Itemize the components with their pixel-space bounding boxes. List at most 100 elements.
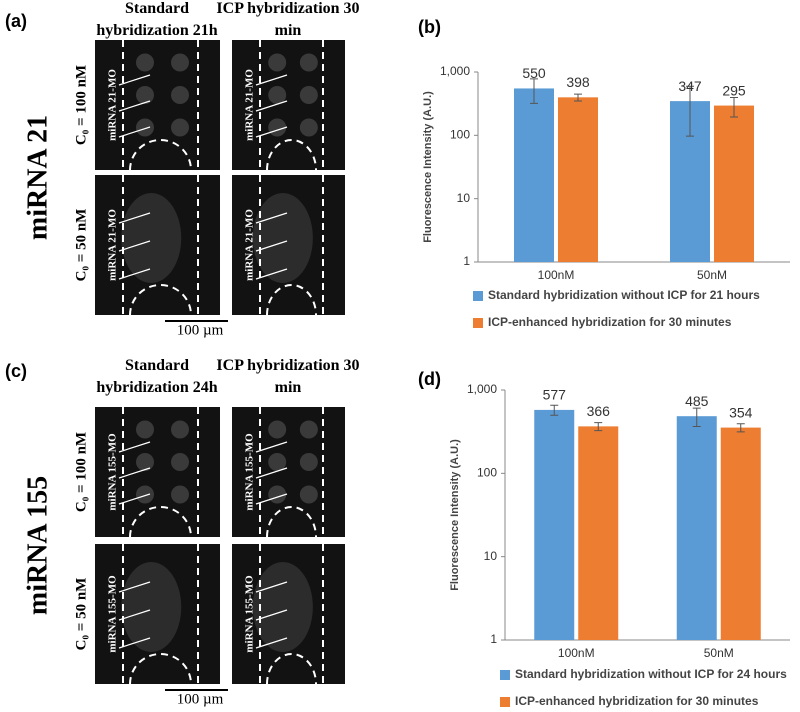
- probe-label: miRNA 155-MO: [244, 433, 256, 511]
- arrow: [255, 126, 288, 138]
- legend-label: ICP-enhanced hybridization for 30 minute…: [488, 315, 732, 329]
- concentration-label: C₀ = 100 nM: [73, 432, 89, 512]
- legend-label: Standard hybridization without ICP for 2…: [488, 288, 760, 302]
- x-tick-label: 100nM: [538, 268, 575, 282]
- probe-label: miRNA 21-MO: [107, 69, 119, 141]
- column-title: ICP hybridization 30 min: [216, 0, 360, 39]
- spot: [268, 453, 287, 471]
- value-label: 354: [729, 404, 753, 420]
- concentration-label: C₀ = 50 nM: [73, 578, 89, 651]
- column-title: Standard hybridization 21h: [96, 0, 218, 39]
- glow: [252, 562, 313, 652]
- chamber-outline: [266, 284, 317, 316]
- spot: [171, 485, 189, 504]
- error-bar: [574, 93, 582, 102]
- micrograph: [95, 40, 220, 170]
- spot: [171, 118, 189, 137]
- spot: [299, 118, 318, 137]
- y-axis-title: Fluorescence Intensity (A.U.): [422, 91, 434, 243]
- spot: [136, 86, 154, 104]
- spot: [268, 420, 287, 439]
- arrow: [118, 467, 151, 479]
- y-tick-label: 10: [457, 191, 471, 205]
- probe-label: miRNA 21-MO: [107, 209, 119, 281]
- arrow: [255, 609, 288, 621]
- row-label: miRNA 155: [22, 476, 53, 615]
- value-label: 366: [587, 403, 611, 419]
- chamber-outline: [129, 284, 192, 316]
- arrow: [255, 581, 288, 593]
- probe-label: miRNA 155-MO: [107, 433, 119, 511]
- spot: [171, 420, 189, 439]
- value-label: 550: [522, 65, 546, 81]
- chamber-outline: [129, 139, 192, 171]
- concentration-label: C₀ = 100 nM: [73, 65, 89, 145]
- arrow: [118, 100, 151, 112]
- column-title: Standard hybridization 24h: [96, 357, 218, 396]
- y-tick-label: 10: [484, 549, 498, 563]
- arrow: [118, 441, 151, 453]
- concentration-label: C₀ = 50 nM: [73, 209, 89, 282]
- spot: [299, 86, 318, 104]
- bar: [578, 426, 619, 640]
- bar: [676, 416, 717, 640]
- spot: [299, 485, 318, 504]
- chamber-outline: [129, 653, 192, 685]
- spot: [268, 53, 287, 72]
- column-title: ICP hybridization 30 min: [216, 357, 360, 396]
- arrow: [118, 74, 151, 86]
- arrow: [118, 581, 151, 593]
- spot: [171, 453, 189, 471]
- probe-label: miRNA 21-MO: [244, 209, 256, 281]
- arrow: [118, 126, 151, 138]
- arrow: [255, 467, 288, 479]
- bar: [720, 427, 761, 640]
- arrow: [255, 212, 288, 224]
- x-tick-label: 50nM: [704, 646, 734, 660]
- chamber-outline: [129, 506, 192, 538]
- arrow: [118, 609, 151, 621]
- spot: [171, 53, 189, 72]
- bar: [558, 97, 598, 263]
- spot: [299, 53, 318, 72]
- panel-label: (c): [5, 361, 27, 381]
- error-bar: [736, 423, 745, 433]
- panel-label: (b): [418, 17, 441, 37]
- legend-swatch: [473, 318, 483, 328]
- legend-swatch: [500, 697, 510, 707]
- bar: [714, 105, 754, 262]
- arrow: [255, 268, 288, 280]
- error-bar: [730, 97, 738, 118]
- row-label: miRNA 21: [22, 115, 53, 240]
- micrograph: [232, 40, 345, 170]
- value-label: 577: [543, 387, 567, 403]
- spot: [299, 420, 318, 439]
- x-tick-label: 50nM: [697, 268, 727, 282]
- arrow: [255, 100, 288, 112]
- micrograph: [232, 407, 345, 537]
- value-label: 295: [722, 82, 746, 98]
- spot: [136, 420, 154, 439]
- y-tick-label: 1: [490, 632, 497, 646]
- scale-label: 100 µm: [177, 691, 224, 707]
- arrow: [255, 441, 288, 453]
- spot: [136, 53, 154, 72]
- probe-label: miRNA 21-MO: [244, 69, 256, 141]
- arrow: [255, 74, 288, 86]
- error-bar: [530, 78, 538, 104]
- error-bar: [692, 407, 701, 427]
- x-tick-label: 100nM: [558, 646, 595, 660]
- bar: [534, 409, 575, 640]
- spot: [136, 453, 154, 471]
- error-bar: [686, 85, 694, 137]
- error-bar: [594, 422, 603, 432]
- probe-label: miRNA 155-MO: [244, 575, 256, 653]
- spot: [171, 86, 189, 104]
- legend-label: Standard hybridization without ICP for 2…: [515, 667, 787, 681]
- spot: [136, 485, 154, 504]
- micrograph: [95, 407, 220, 537]
- spot: [299, 453, 318, 471]
- probe-label: miRNA 155-MO: [107, 575, 119, 653]
